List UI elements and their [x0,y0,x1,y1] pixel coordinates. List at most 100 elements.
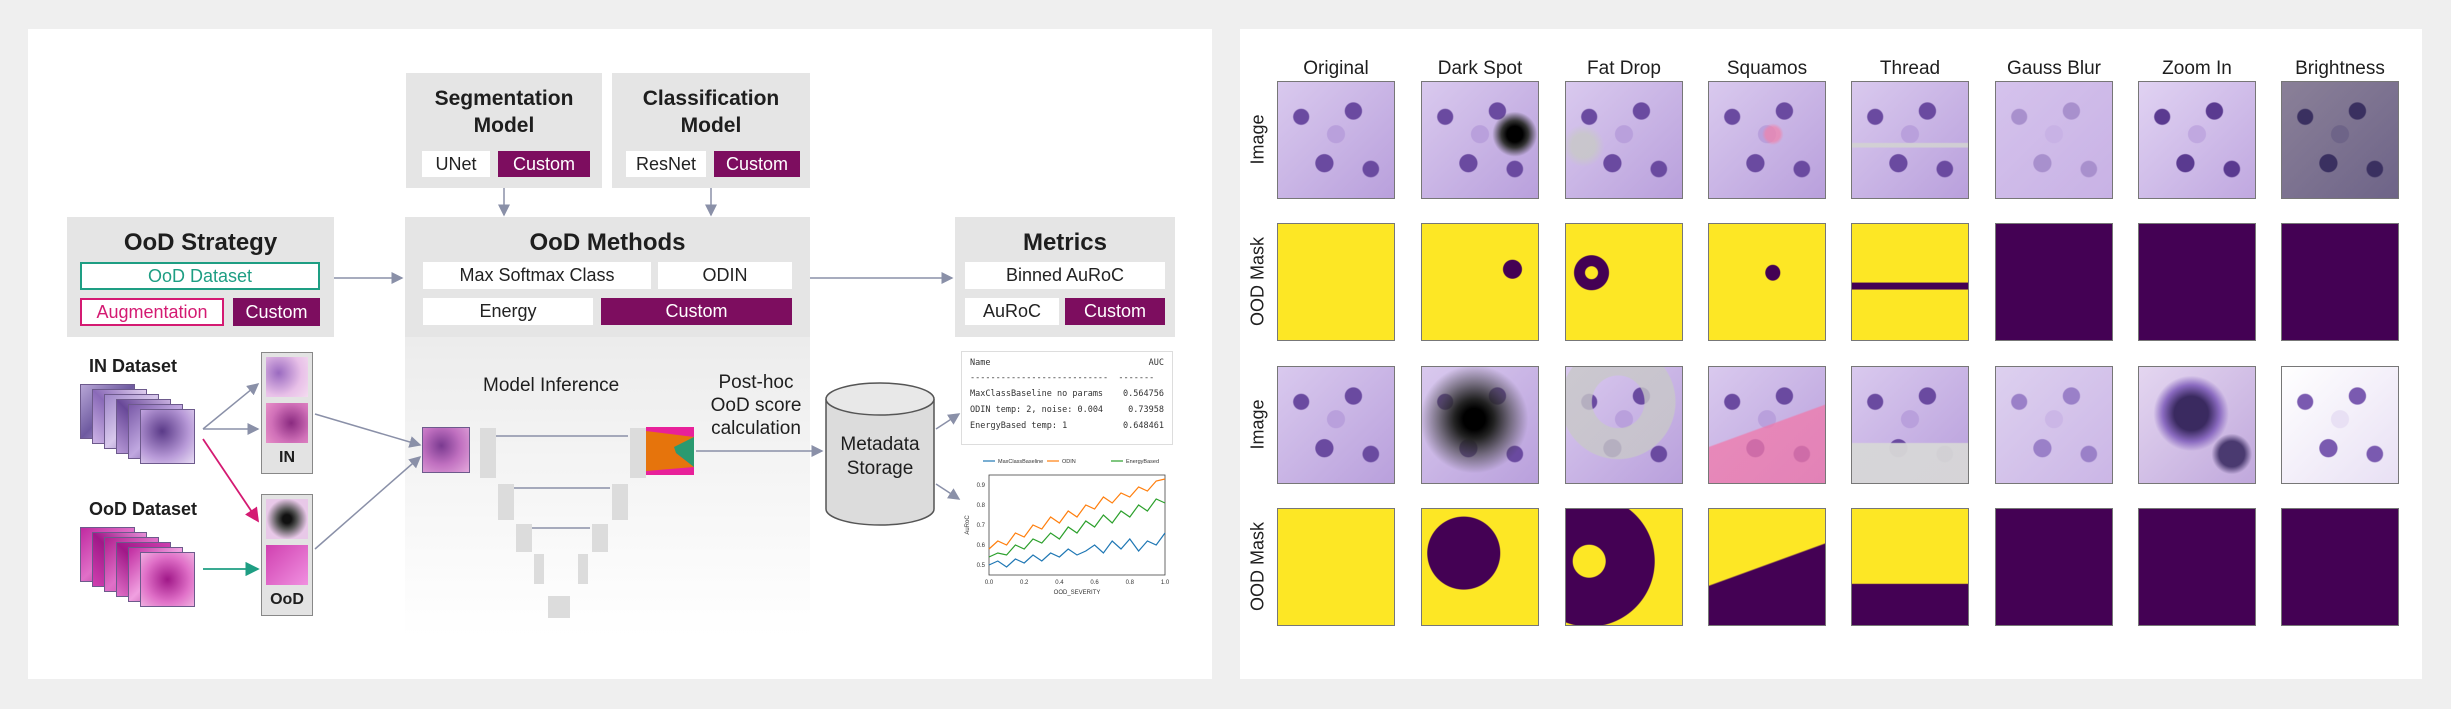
ood-strategy-box: OoD Strategy OoD Dataset Augmentation Cu… [67,217,334,337]
table-header-auc: AUC [1148,358,1164,368]
ood-sample-box: OoD [261,494,313,616]
input-patch [422,427,470,473]
x-tick-label: 0.6 [1090,580,1099,586]
in-sample-box: IN [261,352,313,474]
y-tick-label: 0.6 [977,543,986,549]
image-row-tile-original [1277,366,1395,484]
mask-row-tile-zoom-in [2138,508,2256,626]
y-axis-label: AuRoC [965,515,971,535]
image-row-tile-brightness [2281,81,2399,199]
row-label: Image [1247,114,1268,165]
table-row-name: ODIN temp: 2, noise: 0.004 [970,405,1104,415]
ood-slide [140,552,195,607]
binned-auroc-option[interactable]: Binned AuRoC [965,262,1165,289]
model-inference-label: Model Inference [483,375,620,396]
y-tick-label: 0.7 [977,523,986,529]
column-title: Zoom In [2162,58,2232,79]
metrics-custom-option[interactable]: Custom [1065,298,1165,325]
column-title: Original [1303,58,1369,79]
mask-row-tile-zoom-in [2138,223,2256,341]
severity-line-chart: 0.0 0.2 0.4 0.6 0.8 1.0 0.5 0.6 0.7 0.8 0.9 OOD_SEV… [965,459,1170,596]
metrics-title: Metrics [1022,229,1108,256]
mask-row-tile-original [1277,223,1395,341]
augmentation-arrow [202,438,260,523]
unet-diagram [480,428,646,618]
image-row-tile-dark-spot [1421,366,1539,484]
mask-row-tile-original [1277,508,1395,626]
image-row-tile-gauss-blur [1995,81,2113,199]
segmentation-custom-option[interactable]: Custom [498,151,590,177]
image-row-tile-dark-spot [1421,81,1539,199]
image-row-tile-thread [1851,81,1969,199]
image-row-tile-fat-drop [1565,366,1683,484]
auroc-option[interactable]: AuRoC [965,298,1059,325]
table-row-auc: 0.648461 [1123,421,1164,431]
image-row-tile-zoom-in [2138,366,2256,484]
unet-block [612,484,620,520]
inference-area-shade [405,337,810,637]
image-row-tile-squamos [1708,81,1826,199]
strategy-custom-option[interactable]: Custom [233,298,320,326]
mask-row-tile-fat-drop [1565,508,1683,626]
odin-option[interactable]: ODIN [658,262,792,289]
image-row-tile-gauss-blur [1995,366,2113,484]
mask-row-tile-dark-spot [1421,508,1539,626]
augmentation-option[interactable]: Augmentation [80,298,224,326]
unet-block [488,428,496,478]
in-dataset-label: IN Dataset [89,356,178,376]
image-row-tile-thread [1851,366,1969,484]
mask-row-tile-brightness [2281,508,2399,626]
ood-tag: OoD [270,591,304,608]
energy-option[interactable]: Energy [423,298,593,325]
output-segmentation [646,427,694,475]
table-row-name: EnergyBased temp: 1 [970,421,1068,431]
column-title: Fat Drop [1587,58,1661,79]
series-line-EnergyBased [988,498,1166,558]
mask-row-tile-fat-drop [1565,223,1683,341]
unet-block [578,554,588,584]
table-row-auc: 0.564756 [1123,389,1164,399]
column-title: Thread [1879,58,1941,79]
max-softmax-option[interactable]: Max Softmax Class [423,262,651,289]
in-sample-image [266,357,308,397]
x-axis-label: OOD_SEVERITY [1054,590,1101,596]
ood-sample-image [266,499,308,539]
chart-plot-area [988,474,1166,576]
in-sample-image [266,403,308,443]
left-panel: Segmentation Model UNet Custom Classific… [28,29,1212,679]
image-row-tile-brightness [2281,366,2399,484]
unet-block [592,524,600,552]
right-panel: Original Dark Spot Fat Drop Squamos Thread Ga… [1240,29,2422,679]
unet-option[interactable]: UNet [422,151,490,177]
mask-row-tile-squamos [1708,508,1826,626]
ood-dataset-option[interactable]: OoD Dataset [80,262,320,290]
mask-row-tile-gauss-blur [1995,508,2113,626]
unet-block [480,428,488,478]
in-tag: IN [279,449,295,466]
posthoc-label: Post-hoc OoD score calculation [710,372,802,439]
unet-block [620,484,628,520]
column-title: Brightness [2295,58,2385,79]
table-row-auc: 0.73958 [1128,405,1164,415]
ood-dataset-label: OoD Dataset [89,499,198,519]
column-title: Gauss Blur [2007,58,2101,79]
unet-block [534,554,544,584]
table-header-name: Name [970,358,991,368]
unet-block [630,428,638,478]
classification-custom-option[interactable]: Custom [714,151,800,177]
segmentation-model-box: Segmentation Model UNet Custom [406,73,602,188]
y-tick-label: 0.5 [977,563,986,569]
methods-custom-option[interactable]: Custom [601,298,792,325]
image-row-tile-original [1277,81,1395,199]
in-dataset-stack [80,384,200,484]
in-slide [140,409,195,464]
unet-block [506,484,514,520]
image-row-tile-squamos [1708,366,1826,484]
unet-block [548,596,570,618]
x-tick-label: 1.0 [1161,580,1170,586]
mask-row-tile-gauss-blur [1995,223,2113,341]
metadata-storage-label: Metadata Storage [840,434,920,479]
resnet-option[interactable]: ResNet [626,151,706,177]
x-tick-label: 0.8 [1126,580,1135,586]
mask-row-tile-thread [1851,508,1969,626]
